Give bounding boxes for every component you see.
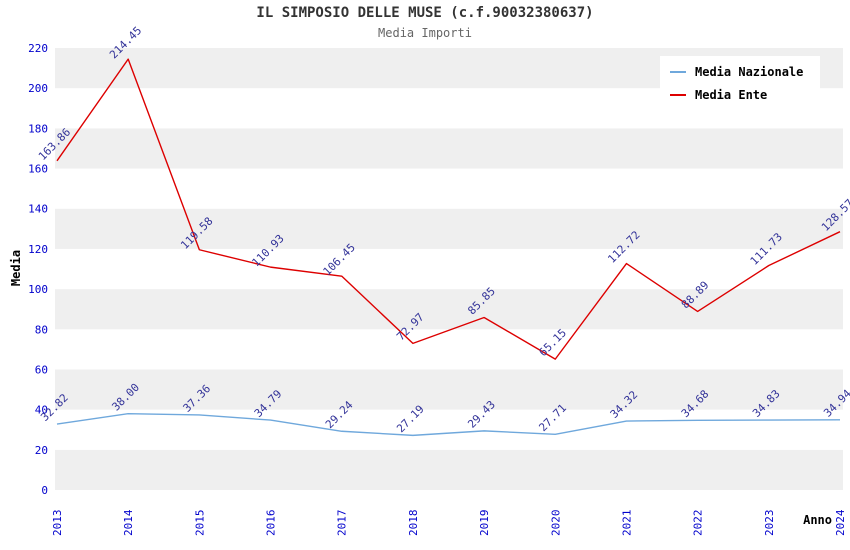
y-tick-label: 60 [35, 363, 48, 376]
plot-band [55, 369, 843, 410]
chart-title: IL SIMPOSIO DELLE MUSE (c.f.90032380637) [256, 5, 594, 21]
x-tick-label: 2019 [478, 510, 491, 537]
series-line [56, 412, 841, 437]
x-tick-label: 2022 [692, 510, 705, 537]
y-tick-label: 200 [28, 82, 48, 95]
plot-band [55, 289, 843, 330]
y-tick-label: 100 [28, 283, 48, 296]
series-line [56, 58, 841, 360]
x-axis-title: Anno [803, 513, 832, 527]
x-tick-label: 2024 [834, 509, 847, 536]
plot-band [55, 248, 843, 290]
y-tick-label: 40 [35, 404, 48, 417]
y-tick-label: 220 [28, 42, 48, 55]
x-tick-label: 2018 [407, 510, 420, 537]
chart-subtitle: Media Importi [378, 26, 472, 40]
plot-band [55, 128, 843, 169]
y-tick-label: 80 [35, 323, 48, 336]
x-tick-label: 2015 [193, 510, 206, 537]
y-tick-label: 140 [28, 203, 48, 216]
plot-band [55, 168, 843, 209]
x-tick-label: 2013 [51, 510, 64, 537]
x-tick-label: 2016 [265, 510, 278, 537]
x-tick-label: 2020 [549, 510, 562, 537]
x-tick-label: 2021 [620, 510, 633, 537]
y-tick-label: 0 [41, 484, 48, 497]
plot-band [55, 208, 843, 249]
x-tick-label: 2017 [336, 510, 349, 537]
plot-band [55, 409, 843, 450]
y-axis-title: Media [9, 250, 23, 286]
legend-swatch [670, 71, 686, 73]
legend-swatch [670, 94, 686, 96]
legend-item-label: Media Ente [695, 88, 768, 102]
x-tick-label: 2014 [122, 509, 135, 536]
y-tick-label: 20 [35, 444, 48, 457]
y-tick-label: 160 [28, 163, 48, 176]
plot-band [55, 449, 843, 490]
y-tick-label: 180 [28, 122, 48, 135]
legend: Media Nazionale Media Ente [660, 56, 820, 111]
y-tick-label: 120 [28, 243, 48, 256]
x-tick-label: 2023 [763, 510, 776, 537]
plot-band [55, 329, 843, 370]
legend-item: Media Ente [670, 88, 810, 102]
legend-item-label: Media Nazionale [695, 65, 804, 79]
legend-item: Media Nazionale [670, 65, 810, 79]
